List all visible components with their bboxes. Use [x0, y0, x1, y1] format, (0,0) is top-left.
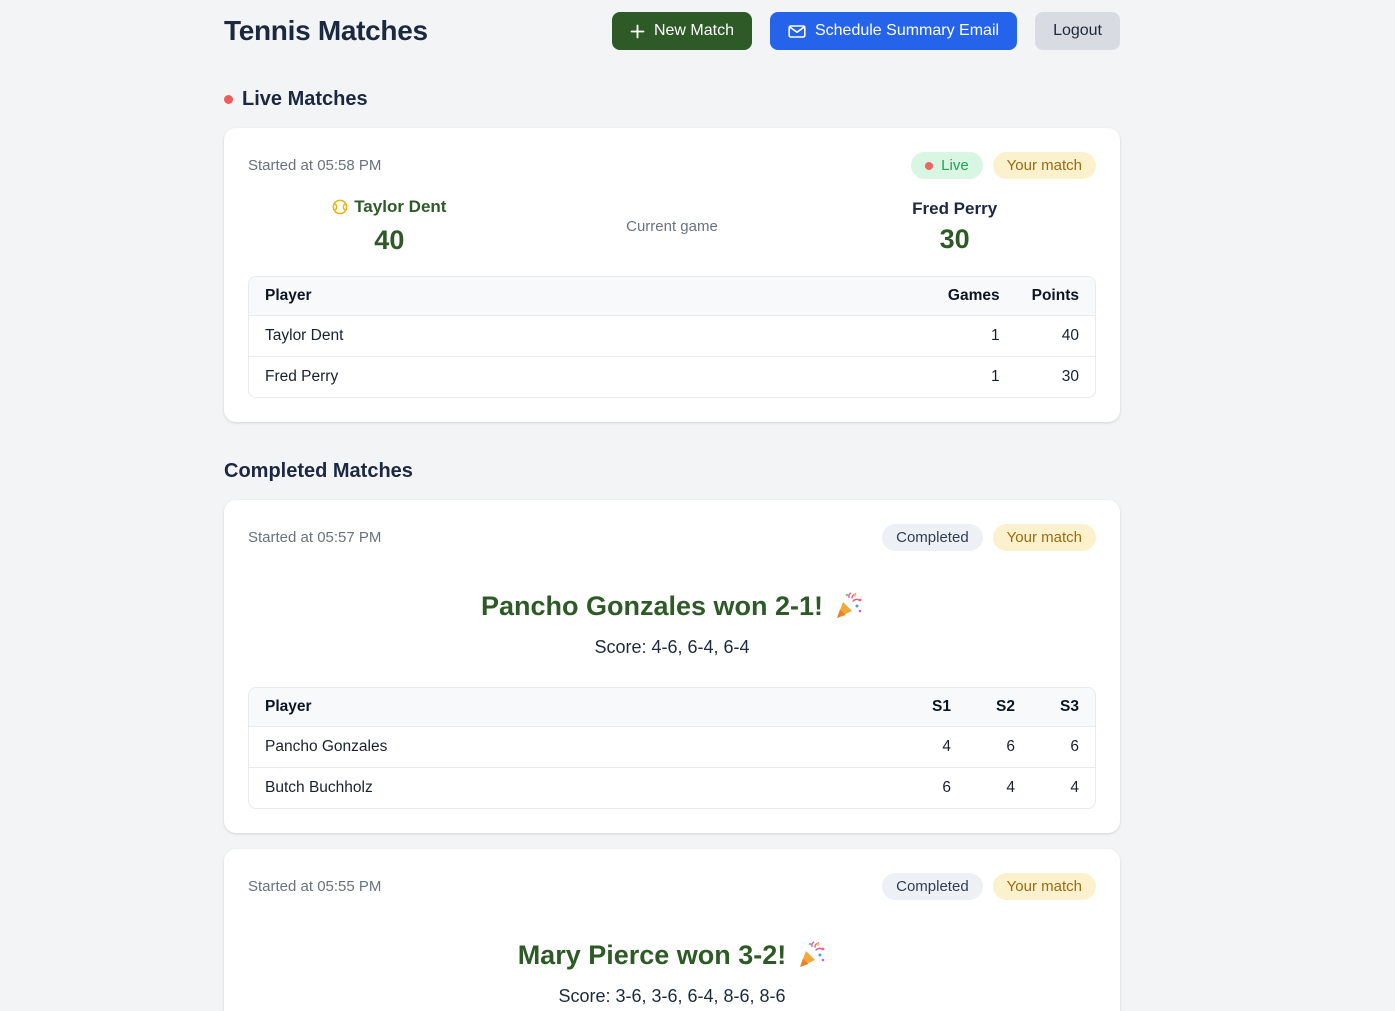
winner-announcement: Mary Pierce won 3-2! — [248, 940, 1096, 971]
party-popper-icon — [796, 941, 826, 971]
games-cell: 1 — [931, 315, 1016, 356]
completed-match-card: Started at 05:55 PM Completed Your match… — [224, 849, 1120, 1011]
col-player: Player — [249, 688, 903, 726]
your-match-badge: Your match — [992, 873, 1096, 900]
player2-name: Fred Perry — [912, 198, 998, 218]
completed-matches-title: Completed Matches — [224, 460, 413, 482]
player2-score-col: Fred Perry 30 — [813, 199, 1096, 255]
live-status-badge: Live — [911, 152, 983, 179]
final-score-text: Score: 3-6, 3-6, 6-4, 8-6, 8-6 — [558, 986, 786, 1006]
schedule-summary-email-button[interactable]: Schedule Summary Email — [769, 12, 1018, 50]
games-cell: 1 — [931, 356, 1016, 397]
completed-status-badge: Completed — [882, 873, 983, 900]
your-match-badge: Your match — [992, 152, 1096, 179]
points-cell: 30 — [1015, 356, 1095, 397]
col-games: Games — [931, 277, 1016, 315]
badge-group: Live Your match — [911, 152, 1096, 179]
player1-name: Taylor Dent — [332, 197, 446, 217]
logout-label: Logout — [1053, 22, 1102, 39]
logout-button[interactable]: Logout — [1035, 12, 1120, 50]
envelope-icon — [788, 24, 806, 39]
player1-score-col: Taylor Dent 40 — [248, 197, 531, 256]
col-s2: S2 — [967, 688, 1031, 726]
match-start-time: Started at 05:57 PM — [248, 529, 382, 546]
final-score-text: Score: 4-6, 6-4, 6-4 — [594, 637, 750, 657]
match-start-time: Started at 05:58 PM — [248, 157, 382, 174]
completed-card-top: Started at 05:57 PM Completed Your match — [248, 524, 1096, 551]
live-badge-label: Live — [941, 157, 969, 174]
live-matches-heading: Live Matches — [224, 88, 1120, 111]
live-match-table: Player Games Points Taylor Dent 1 40 Fre… — [248, 276, 1096, 398]
completed-card-top: Started at 05:55 PM Completed Your match — [248, 873, 1096, 900]
live-card-top: Started at 05:58 PM Live Your match — [248, 152, 1096, 179]
your-match-label: Your match — [1006, 157, 1082, 174]
page-container: Tennis Matches New Match Schedule Summar… — [224, 0, 1120, 1011]
badge-group: Completed Your match — [882, 524, 1096, 551]
completed-match-table: Player S1 S2 S3 Pancho Gonzales 4 6 6 Bu… — [248, 687, 1096, 809]
player-cell: Butch Buchholz — [249, 767, 903, 808]
player-cell: Taylor Dent — [249, 315, 932, 356]
table-row: Butch Buchholz 6 4 4 — [249, 767, 1095, 808]
player-cell: Pancho Gonzales — [249, 726, 903, 767]
completed-matches-heading: Completed Matches — [224, 460, 1120, 483]
set-cell: 4 — [967, 767, 1031, 808]
table-row: Pancho Gonzales 4 6 6 — [249, 726, 1095, 767]
points-cell: 40 — [1015, 315, 1095, 356]
new-match-button[interactable]: New Match — [611, 12, 752, 50]
party-popper-icon — [833, 592, 863, 622]
completed-match-card: Started at 05:57 PM Completed Your match… — [224, 500, 1120, 833]
header-actions: New Match Schedule Summary Email Logout — [611, 12, 1120, 50]
new-match-label: New Match — [653, 22, 734, 39]
col-s3: S3 — [1031, 688, 1095, 726]
player1-points: 40 — [374, 225, 405, 255]
live-score-row: Taylor Dent 40 Current game Fred Perry 3… — [248, 197, 1096, 256]
plus-icon — [630, 24, 645, 39]
set-cell: 4 — [1031, 767, 1095, 808]
live-match-card: Started at 05:58 PM Live Your match Tayl… — [224, 128, 1120, 422]
col-points: Points — [1015, 277, 1095, 315]
table-row: Fred Perry 1 30 — [249, 356, 1095, 397]
winner-announcement: Pancho Gonzales won 2-1! — [248, 591, 1096, 622]
col-s1: S1 — [903, 688, 967, 726]
player-cell: Fred Perry — [249, 356, 932, 397]
your-match-label: Your match — [1006, 878, 1082, 895]
winner-text: Pancho Gonzales won 2-1! — [480, 591, 824, 621]
your-match-badge: Your match — [992, 524, 1096, 551]
tennis-ball-icon — [332, 199, 348, 215]
completed-status-badge: Completed — [882, 524, 983, 551]
table-header-row: Player S1 S2 S3 — [249, 688, 1095, 726]
completed-badge-label: Completed — [896, 529, 969, 546]
live-dot-icon — [925, 161, 934, 170]
player2-points: 30 — [939, 223, 970, 254]
set-cell: 6 — [967, 726, 1031, 767]
set-cell: 6 — [1031, 726, 1095, 767]
badge-group: Completed Your match — [882, 873, 1096, 900]
live-section-dot-icon — [224, 95, 233, 104]
page-title: Tennis Matches — [224, 15, 428, 46]
match-start-time: Started at 05:55 PM — [248, 878, 382, 895]
winner-text: Mary Pierce won 3-2! — [517, 940, 787, 970]
your-match-label: Your match — [1006, 529, 1082, 546]
current-game-label: Current game — [626, 217, 718, 235]
set-cell: 6 — [903, 767, 967, 808]
current-game-col: Current game — [531, 218, 814, 236]
live-matches-title: Live Matches — [242, 88, 368, 110]
schedule-summary-email-label: Schedule Summary Email — [814, 22, 1000, 39]
completed-badge-label: Completed — [896, 878, 969, 895]
app-header: Tennis Matches New Match Schedule Summar… — [224, 12, 1120, 50]
col-player: Player — [249, 277, 932, 315]
table-header-row: Player Games Points — [249, 277, 1095, 315]
player1-name-label: Taylor Dent — [354, 197, 447, 216]
table-row: Taylor Dent 1 40 — [249, 315, 1095, 356]
set-cell: 4 — [903, 726, 967, 767]
